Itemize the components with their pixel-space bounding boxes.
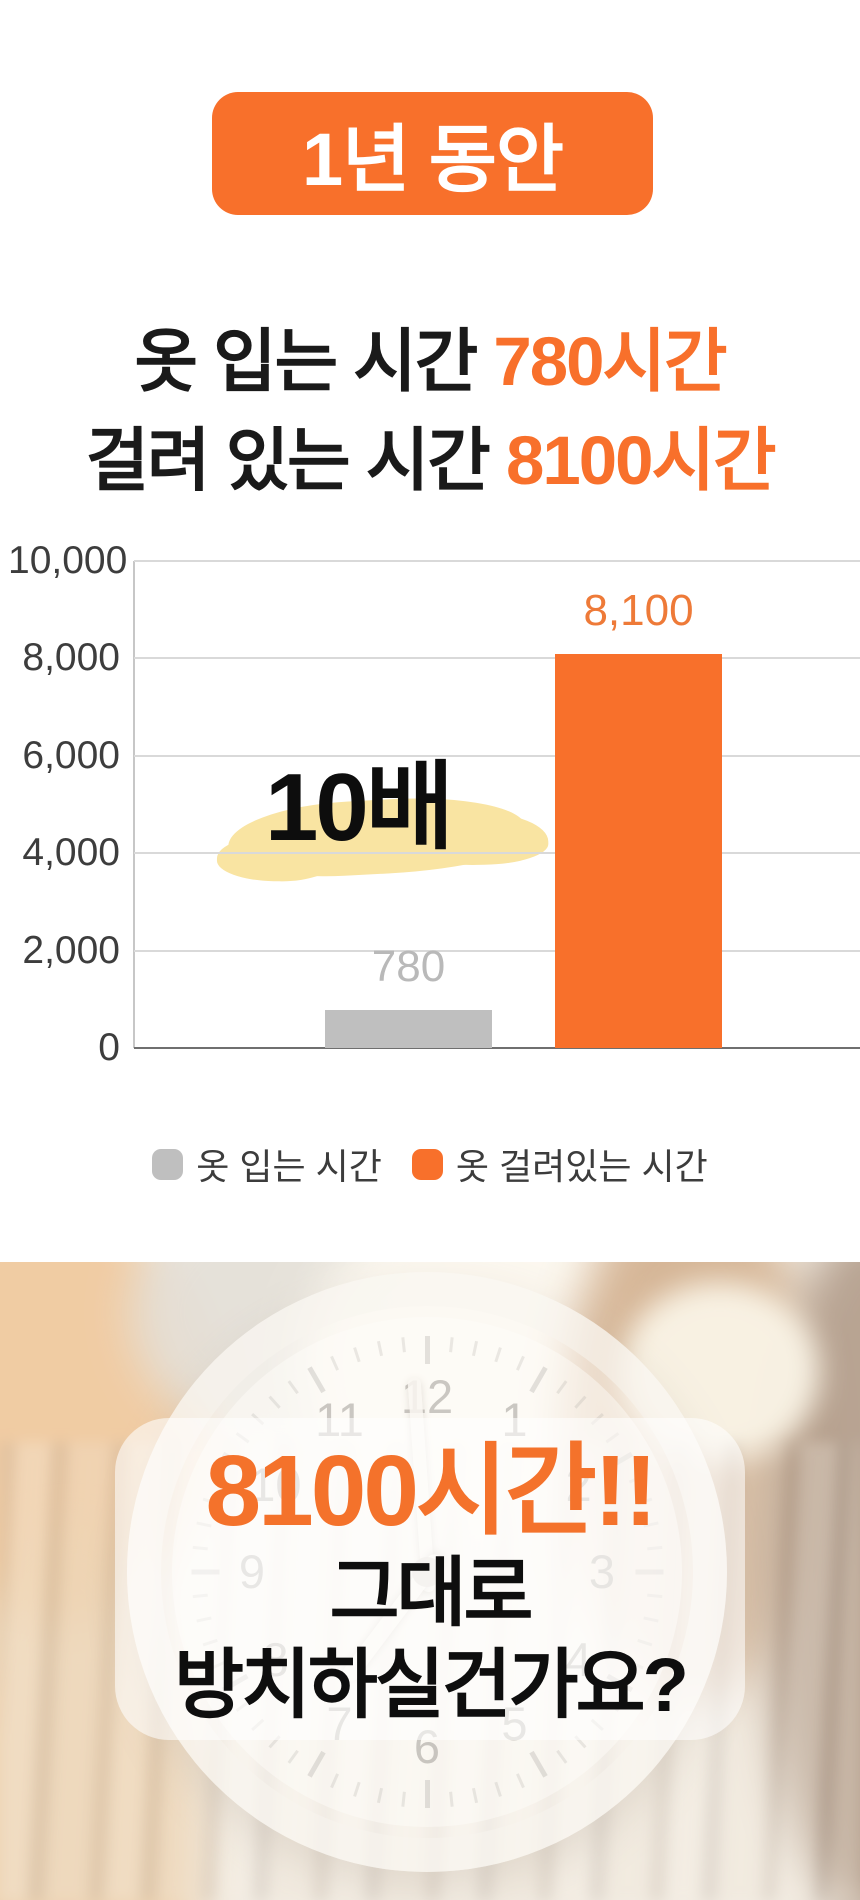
y-axis-tick-label: 10,000 bbox=[8, 539, 128, 582]
y-axis-tick-label: 4,000 bbox=[22, 831, 120, 875]
gridline bbox=[134, 560, 860, 562]
y-axis-tick-label: 2,000 bbox=[22, 928, 120, 972]
y-axis-tick-label: 0 bbox=[98, 1026, 120, 1069]
legend-swatch-orange bbox=[411, 1148, 443, 1180]
legend-item: 옷 입는 시간 bbox=[152, 1138, 382, 1190]
bar-wearing-time bbox=[325, 1010, 492, 1048]
gridline bbox=[134, 949, 860, 952]
legend-item: 옷 걸려있는 시간 bbox=[411, 1138, 708, 1190]
y-axis-line bbox=[133, 561, 135, 1048]
headline-line2-black: 걸려 있는 시간 bbox=[85, 422, 491, 499]
bar-value-780: 780 bbox=[371, 942, 446, 991]
x-axis-line bbox=[134, 1047, 860, 1049]
chart-legend: 옷 입는 시간 옷 걸려있는 시간 bbox=[0, 1138, 860, 1190]
message-line2: 그대로 bbox=[329, 1551, 534, 1636]
bar-value-8100: 8,100 bbox=[583, 585, 694, 635]
ratio-annotation: 10배 bbox=[264, 754, 454, 861]
legend-label: 옷 걸려있는 시간 bbox=[455, 1146, 708, 1187]
legend-label: 옷 입는 시간 bbox=[196, 1146, 382, 1187]
headline-line1-black: 옷 입는 시간 bbox=[134, 323, 478, 400]
y-axis-tick-label: 8,000 bbox=[22, 636, 120, 680]
headline-line1: 옷 입는 시간 780시간 bbox=[0, 312, 860, 411]
message-line3: 방치하실건가요? bbox=[174, 1643, 689, 1728]
headline-line2-orange: 8100시간 bbox=[505, 422, 776, 499]
gridline bbox=[134, 852, 860, 855]
y-axis-tick-label: 6,000 bbox=[22, 733, 120, 777]
gridline bbox=[134, 754, 860, 757]
highlight-blob bbox=[226, 792, 528, 882]
duration-badge-label: 1년 동안 bbox=[302, 118, 564, 201]
message-highlight: 8100시간!! bbox=[205, 1435, 657, 1547]
headline-line1-orange: 780시간 bbox=[493, 323, 727, 400]
message-card: 8100시간!! 그대로 방치하실건가요? bbox=[115, 1418, 745, 1740]
duration-badge: 1년 동안 bbox=[212, 92, 653, 215]
gridline bbox=[134, 657, 860, 660]
clock-tick bbox=[424, 1336, 430, 1364]
headline-line2: 걸려 있는 시간 8100시간 bbox=[0, 411, 860, 510]
photo-section: 123456789101112 8100시간!! 그대로 방치하실건가요? bbox=[0, 1262, 860, 1900]
headline: 옷 입는 시간 780시간 걸려 있는 시간 8100시간 bbox=[0, 312, 860, 510]
bar-hanging-time bbox=[555, 653, 722, 1048]
legend-swatch-gray bbox=[152, 1148, 184, 1180]
